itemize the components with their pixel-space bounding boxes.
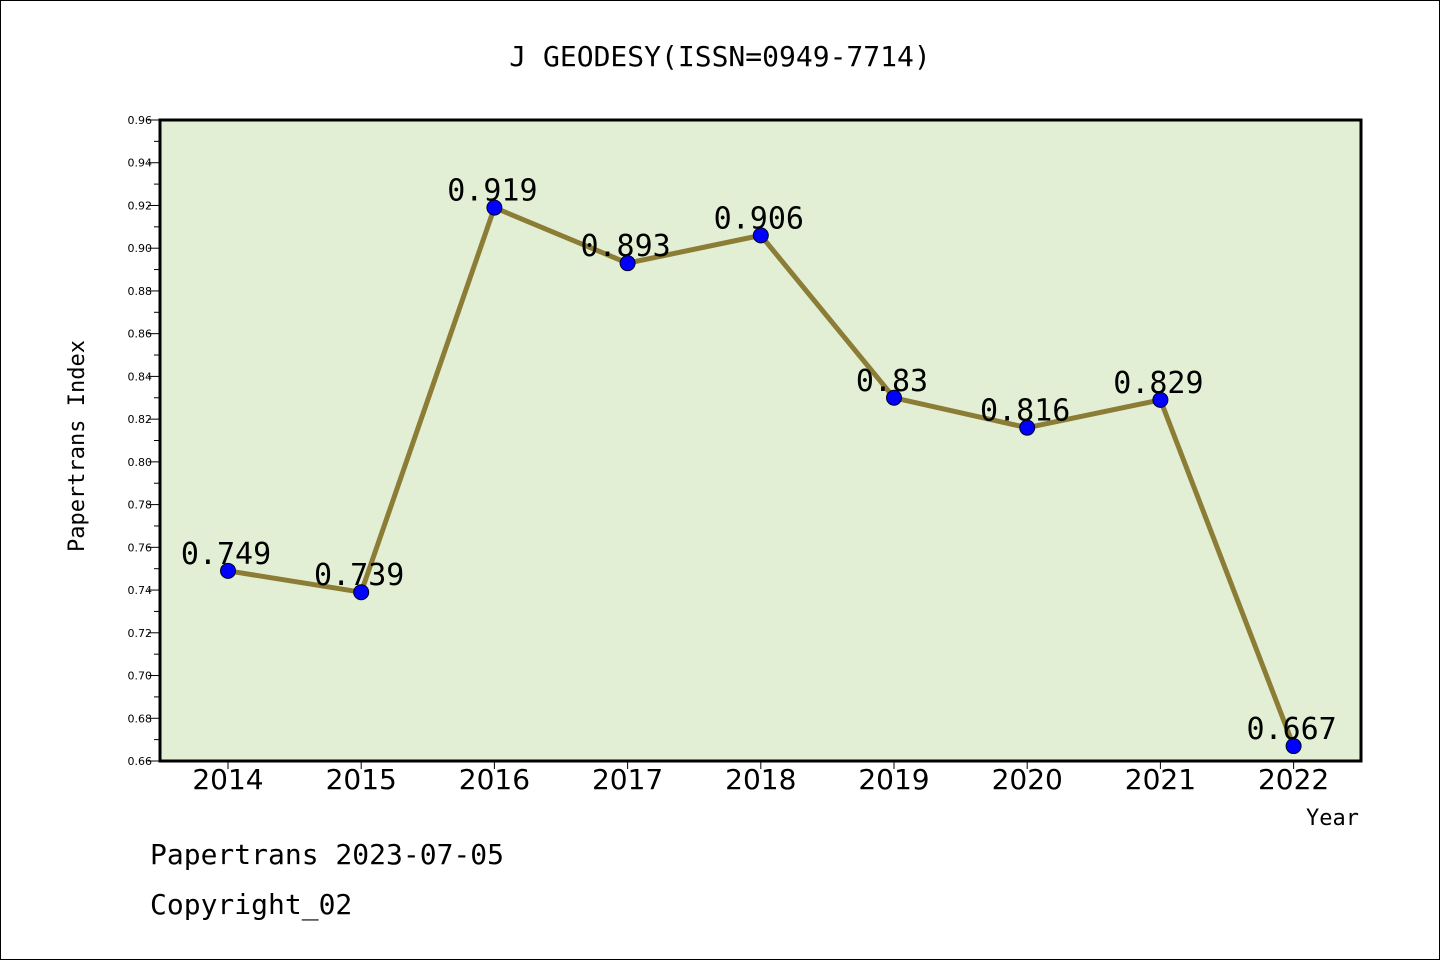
data-label: 0.816: [980, 394, 1070, 429]
x-tick-label: 2020: [992, 763, 1063, 796]
data-label-group: 0.749 0.739 0.919 0.893 0.906 0.83 0.816 0.829 0…: [181, 174, 1337, 747]
data-label: 0.83: [856, 364, 928, 399]
data-point: [1285, 738, 1302, 755]
y-tick-label: 0.84: [128, 370, 153, 383]
y-tick-label: 0.82: [128, 413, 153, 426]
footer-copyright: Copyright_02: [150, 888, 352, 922]
y-tick-label: 0.72: [128, 627, 153, 640]
y-tick-label: 0.68: [128, 712, 153, 725]
data-label: 0.906: [714, 201, 804, 236]
plot-area: [160, 120, 1361, 761]
y-tick-label: 0.92: [128, 199, 153, 212]
data-point: [353, 584, 370, 601]
y-tick-label: 0.76: [128, 541, 153, 554]
x-tick-label: 2015: [326, 763, 397, 796]
footer-date: Papertrans 2023-07-05: [150, 838, 504, 871]
data-label: 0.739: [314, 558, 404, 593]
y-tick-label: 0.66: [128, 755, 153, 768]
y-tick-label: 0.96: [128, 114, 153, 127]
y-tick-label: 0.94: [128, 157, 153, 170]
data-point: [619, 255, 636, 272]
data-point: [1152, 391, 1169, 408]
data-label: 0.919: [447, 174, 537, 209]
x-tick-label: 2018: [725, 763, 796, 796]
data-point: [486, 199, 503, 216]
plot-border: [158, 118, 1363, 763]
y-tick-label: 0.78: [128, 499, 153, 512]
y-axis-label: Papertrans Index: [65, 340, 90, 552]
x-tick-label: 2014: [192, 763, 263, 796]
y-tick-label: 0.86: [128, 328, 153, 341]
data-point: [886, 389, 902, 406]
x-tick-label: 2017: [592, 763, 663, 796]
data-label: 0.893: [580, 229, 670, 264]
x-tick-label: 2022: [1258, 763, 1329, 796]
y-tick-label: 0.74: [128, 584, 153, 597]
x-axis: 2014 2015 2016 2017 2018 2019 2020 2021 2022: [192, 761, 1329, 796]
x-tick-label: 2019: [858, 763, 929, 796]
data-point: [1019, 419, 1036, 436]
x-tick-label: 2021: [1125, 763, 1196, 796]
data-label: 0.667: [1246, 712, 1336, 747]
chart-title: J GEODESY(ISSN=0949-7714): [509, 40, 930, 73]
y-tick-label: 0.80: [128, 456, 153, 469]
y-tick-label: 0.70: [128, 670, 153, 683]
series-line-group: [220, 199, 1302, 755]
y-tick-label: 0.90: [128, 242, 153, 255]
x-axis-label: Year: [1306, 806, 1359, 831]
y-tick-label: 0.88: [128, 285, 153, 298]
data-label: 0.749: [181, 537, 271, 572]
x-tick-label: 2016: [459, 763, 530, 796]
data-point: [220, 562, 236, 579]
data-label: 0.829: [1113, 366, 1203, 401]
data-point: [752, 227, 769, 244]
y-axis: 0.66 0.68 0.70 0.72 0.74 0.76 0.78 0.80 0.82 0.84…: [128, 114, 160, 768]
